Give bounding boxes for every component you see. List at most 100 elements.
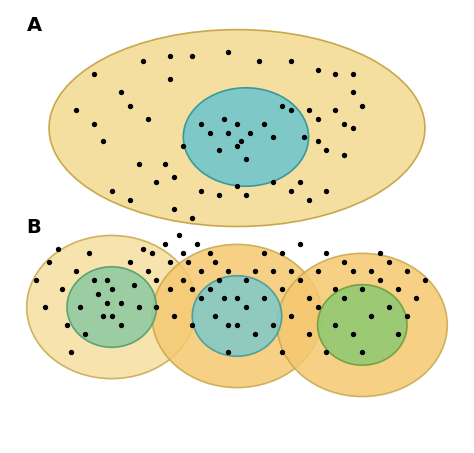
Point: [349, 268, 357, 275]
Point: [193, 241, 201, 248]
Point: [412, 294, 420, 302]
Point: [296, 241, 303, 248]
Point: [171, 173, 178, 181]
Point: [144, 116, 151, 123]
Point: [287, 187, 294, 194]
Point: [90, 71, 98, 78]
Point: [305, 106, 312, 114]
Point: [376, 277, 384, 284]
Point: [77, 304, 84, 311]
Point: [211, 313, 219, 320]
Point: [215, 192, 223, 199]
Point: [305, 330, 312, 337]
Point: [341, 294, 348, 302]
Text: A: A: [27, 16, 42, 35]
Point: [153, 277, 160, 284]
Point: [162, 241, 169, 248]
Point: [224, 48, 232, 56]
Point: [135, 304, 142, 311]
Point: [367, 268, 375, 275]
Point: [166, 75, 173, 82]
Point: [269, 268, 277, 275]
Point: [206, 129, 214, 136]
Point: [349, 89, 357, 96]
Point: [189, 285, 196, 293]
Point: [72, 268, 80, 275]
Point: [166, 53, 173, 60]
Point: [341, 151, 348, 159]
Point: [287, 268, 294, 275]
Point: [94, 290, 102, 297]
Point: [233, 294, 241, 302]
Point: [358, 285, 366, 293]
Point: [301, 133, 308, 140]
Point: [211, 259, 219, 266]
Point: [215, 147, 223, 154]
Point: [130, 281, 138, 288]
Point: [260, 294, 268, 302]
Point: [323, 250, 330, 257]
Point: [332, 285, 339, 293]
Ellipse shape: [152, 245, 322, 388]
Text: B: B: [27, 217, 41, 236]
Ellipse shape: [192, 276, 282, 356]
Point: [99, 313, 107, 320]
Point: [68, 348, 75, 356]
Ellipse shape: [318, 284, 407, 365]
Point: [72, 106, 80, 114]
Point: [242, 304, 250, 311]
Point: [220, 294, 228, 302]
Point: [224, 321, 232, 328]
Point: [349, 125, 357, 132]
Ellipse shape: [277, 253, 447, 396]
Point: [189, 321, 196, 328]
Point: [148, 250, 156, 257]
Point: [251, 330, 259, 337]
Point: [117, 299, 125, 306]
Point: [385, 259, 393, 266]
Point: [233, 321, 241, 328]
Point: [215, 277, 223, 284]
Point: [46, 259, 53, 266]
Point: [278, 285, 285, 293]
Point: [341, 259, 348, 266]
Point: [332, 71, 339, 78]
Point: [166, 259, 173, 266]
Point: [81, 330, 89, 337]
Point: [242, 156, 250, 163]
Point: [260, 120, 268, 127]
Point: [367, 313, 375, 320]
Point: [126, 102, 133, 109]
Point: [32, 277, 39, 284]
Point: [85, 250, 93, 257]
Point: [206, 285, 214, 293]
Point: [126, 196, 133, 203]
Point: [197, 120, 205, 127]
Point: [90, 120, 98, 127]
Point: [278, 250, 285, 257]
Point: [394, 285, 402, 293]
Point: [117, 321, 125, 328]
Point: [206, 250, 214, 257]
Point: [385, 304, 393, 311]
Point: [220, 116, 228, 123]
Point: [376, 250, 384, 257]
Point: [314, 304, 321, 311]
Point: [103, 299, 111, 306]
Point: [197, 294, 205, 302]
Point: [323, 147, 330, 154]
Point: [305, 294, 312, 302]
Point: [153, 178, 160, 185]
Point: [421, 277, 428, 284]
Point: [166, 285, 173, 293]
Point: [332, 321, 339, 328]
Point: [197, 268, 205, 275]
Point: [332, 106, 339, 114]
Point: [99, 138, 107, 145]
Point: [269, 178, 277, 185]
Point: [117, 89, 125, 96]
Point: [394, 330, 402, 337]
Point: [287, 313, 294, 320]
Ellipse shape: [27, 236, 197, 379]
Point: [180, 142, 187, 149]
